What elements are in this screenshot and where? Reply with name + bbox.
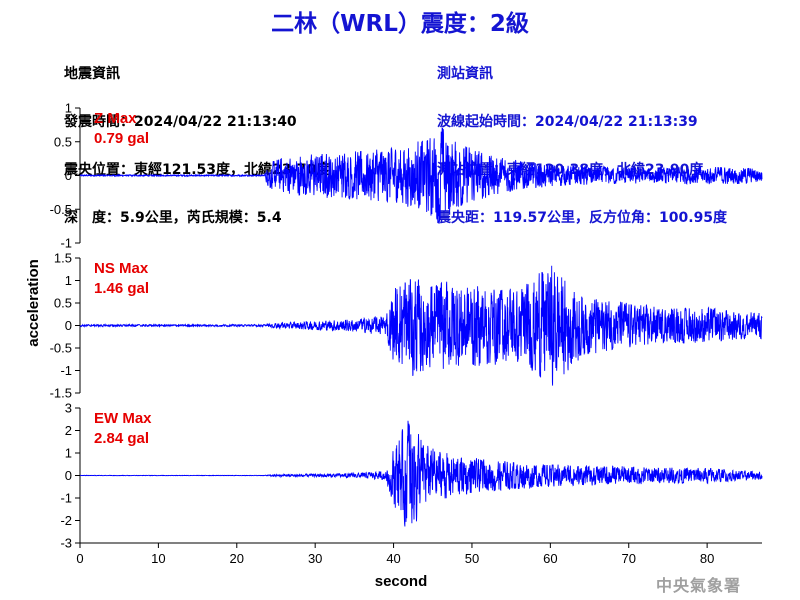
x-tick-label: 40 — [386, 551, 400, 566]
x-tick-label: 10 — [151, 551, 165, 566]
y-tick-label: -2 — [60, 513, 72, 528]
event-info-block: 地震資訊 發震時間：2024/04/22 21:13:40 震央位置：東經121… — [64, 34, 330, 242]
y-tick-label: 0.5 — [54, 134, 72, 149]
y-tick-label: -1 — [60, 236, 72, 251]
y-tick-label: 0 — [65, 318, 72, 333]
x-tick-label: 50 — [465, 551, 479, 566]
waveform-z — [79, 127, 763, 224]
x-tick-label: 0 — [76, 551, 83, 566]
waveform-ns — [79, 265, 763, 386]
y-tick-label: 0 — [65, 168, 72, 183]
y-tick-label: -0.5 — [50, 202, 72, 217]
event-info-heading: 地震資訊 — [64, 66, 120, 82]
y-tick-label: 0 — [65, 468, 72, 483]
y-axis-title: acceleration — [25, 259, 42, 347]
x-tick-label: 60 — [543, 551, 557, 566]
wave-start-time: 波線起始時間：2024/04/22 21:13:39 — [437, 114, 698, 130]
y-tick-label: -1 — [60, 491, 72, 506]
max-value-z: 0.79 gal — [94, 130, 149, 147]
depth-magnitude: 深 度：5.9公里，芮氏規模：5.4 — [64, 210, 282, 226]
agency-footer: 中央氣象署 — [656, 576, 742, 595]
max-label-z: Z Max — [94, 110, 137, 127]
max-value-ns: 1.46 gal — [94, 280, 149, 297]
x-tick-label: 70 — [622, 551, 636, 566]
y-tick-label: 1 — [65, 446, 72, 461]
y-tick-label: -0.5 — [50, 341, 72, 356]
x-tick-label: 80 — [700, 551, 714, 566]
y-tick-label: 0.5 — [54, 296, 72, 311]
y-tick-label: 1 — [65, 273, 72, 288]
y-tick-label: -3 — [60, 536, 72, 551]
station-info-heading: 測站資訊 — [437, 66, 493, 82]
y-tick-label: 1.5 — [54, 251, 72, 266]
y-tick-label: -1 — [60, 363, 72, 378]
distance-azimuth: 震央距：119.57公里，反方位角：100.95度 — [437, 210, 728, 226]
origin-time: 發震時間：2024/04/22 21:13:40 — [64, 114, 297, 130]
y-tick-label: 2 — [65, 423, 72, 438]
x-tick-label: 20 — [230, 551, 244, 566]
max-label-ns: NS Max — [94, 260, 149, 277]
page-title: 二林（WRL）震度：2級 — [271, 11, 529, 37]
y-tick-label: -1.5 — [50, 386, 72, 401]
x-tick-label: 30 — [308, 551, 322, 566]
y-tick-label: 3 — [65, 401, 72, 416]
waveform-ew — [80, 420, 763, 527]
y-tick-label: 1 — [65, 101, 72, 116]
x-axis-title: second — [375, 573, 428, 590]
epicenter-location: 震央位置：東經121.53度，北緯23.70度 — [64, 162, 331, 178]
max-label-ew: EW Max — [94, 410, 152, 427]
max-value-ew: 2.84 gal — [94, 430, 149, 447]
